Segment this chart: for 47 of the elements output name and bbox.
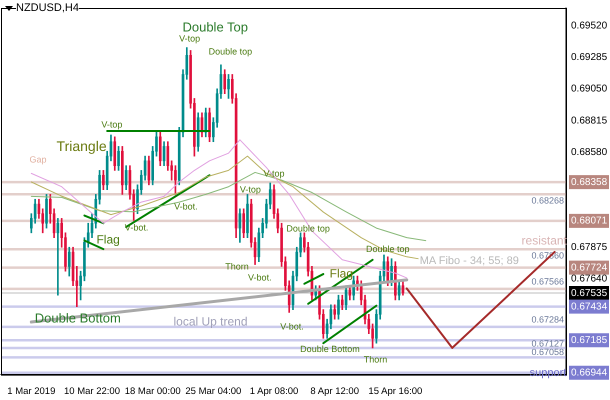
- ref-line-label: 0.67724: [571, 262, 608, 274]
- ref-line-label: 0.67434: [571, 301, 608, 312]
- annotation: V-top: [101, 120, 122, 130]
- annotation: V-bot.: [174, 201, 198, 212]
- x-tick-label: 10 Mar 22:00: [64, 386, 120, 397]
- ref-line-label: 0.67566: [531, 276, 564, 286]
- ref-line-label: 0.67284: [531, 314, 564, 324]
- annotation: MA Fibo - 34; 55; 89: [420, 255, 519, 268]
- annotation: V-top: [179, 33, 200, 44]
- chart-title: NZDUSD,H4: [16, 2, 79, 14]
- y-tick-label: 0.68580: [571, 146, 608, 158]
- x-tick-label: 1 Apr 08:00: [250, 386, 298, 397]
- x-tick-label: 15 Apr 16:00: [368, 386, 422, 397]
- annotation: V-bot.: [124, 222, 148, 232]
- ref-line-label: 0.66944: [571, 367, 608, 378]
- ref-line-label: 0.67535: [571, 288, 608, 299]
- annotation: Flag: [96, 232, 120, 246]
- annotation: Flag: [330, 266, 353, 280]
- annotation: Thorn: [364, 354, 388, 364]
- annotation: V-bot.: [280, 321, 304, 332]
- annotation: Double top: [286, 223, 330, 234]
- x-tick-label: 1 Mar 2019: [7, 386, 56, 397]
- annotation: V-bot.: [248, 272, 272, 282]
- ref-line-label: 0.68358: [571, 176, 608, 188]
- y-tick-label: 0.69050: [571, 84, 608, 95]
- x-tick-label: 25 Mar 04:00: [185, 386, 242, 397]
- annotation: Double Bottom: [34, 310, 121, 326]
- x-tick-label: 8 Apr 12:00: [310, 386, 359, 397]
- ref-line-label: 0.67127: [531, 338, 564, 349]
- y-tick-label: 0.68815: [571, 115, 608, 126]
- annotation: local Up trend: [173, 314, 248, 328]
- ref-line-label: 0.68268: [531, 196, 564, 206]
- annotation: Double Top: [182, 20, 248, 35]
- ref-line-label: 0.68071: [571, 216, 608, 227]
- annotation: Double top: [208, 46, 252, 56]
- annotation: Gap: [29, 154, 46, 164]
- ref-line-label: 0.67058: [531, 346, 564, 357]
- y-tick-label: 0.69285: [571, 52, 608, 63]
- y-tick-label: 0.67640: [571, 274, 608, 285]
- y-tick-label: 0.67875: [571, 242, 608, 253]
- y-tick-label: 0.69520: [571, 20, 608, 32]
- x-tick-label: 18 Mar 00:00: [124, 386, 181, 397]
- annotation: V-top: [240, 184, 261, 194]
- annotation: Triangle: [56, 138, 107, 154]
- annotation: Thorn: [225, 261, 249, 272]
- annotation: Double Bottom: [300, 344, 360, 354]
- ref-line-label: 0.67185: [571, 334, 608, 346]
